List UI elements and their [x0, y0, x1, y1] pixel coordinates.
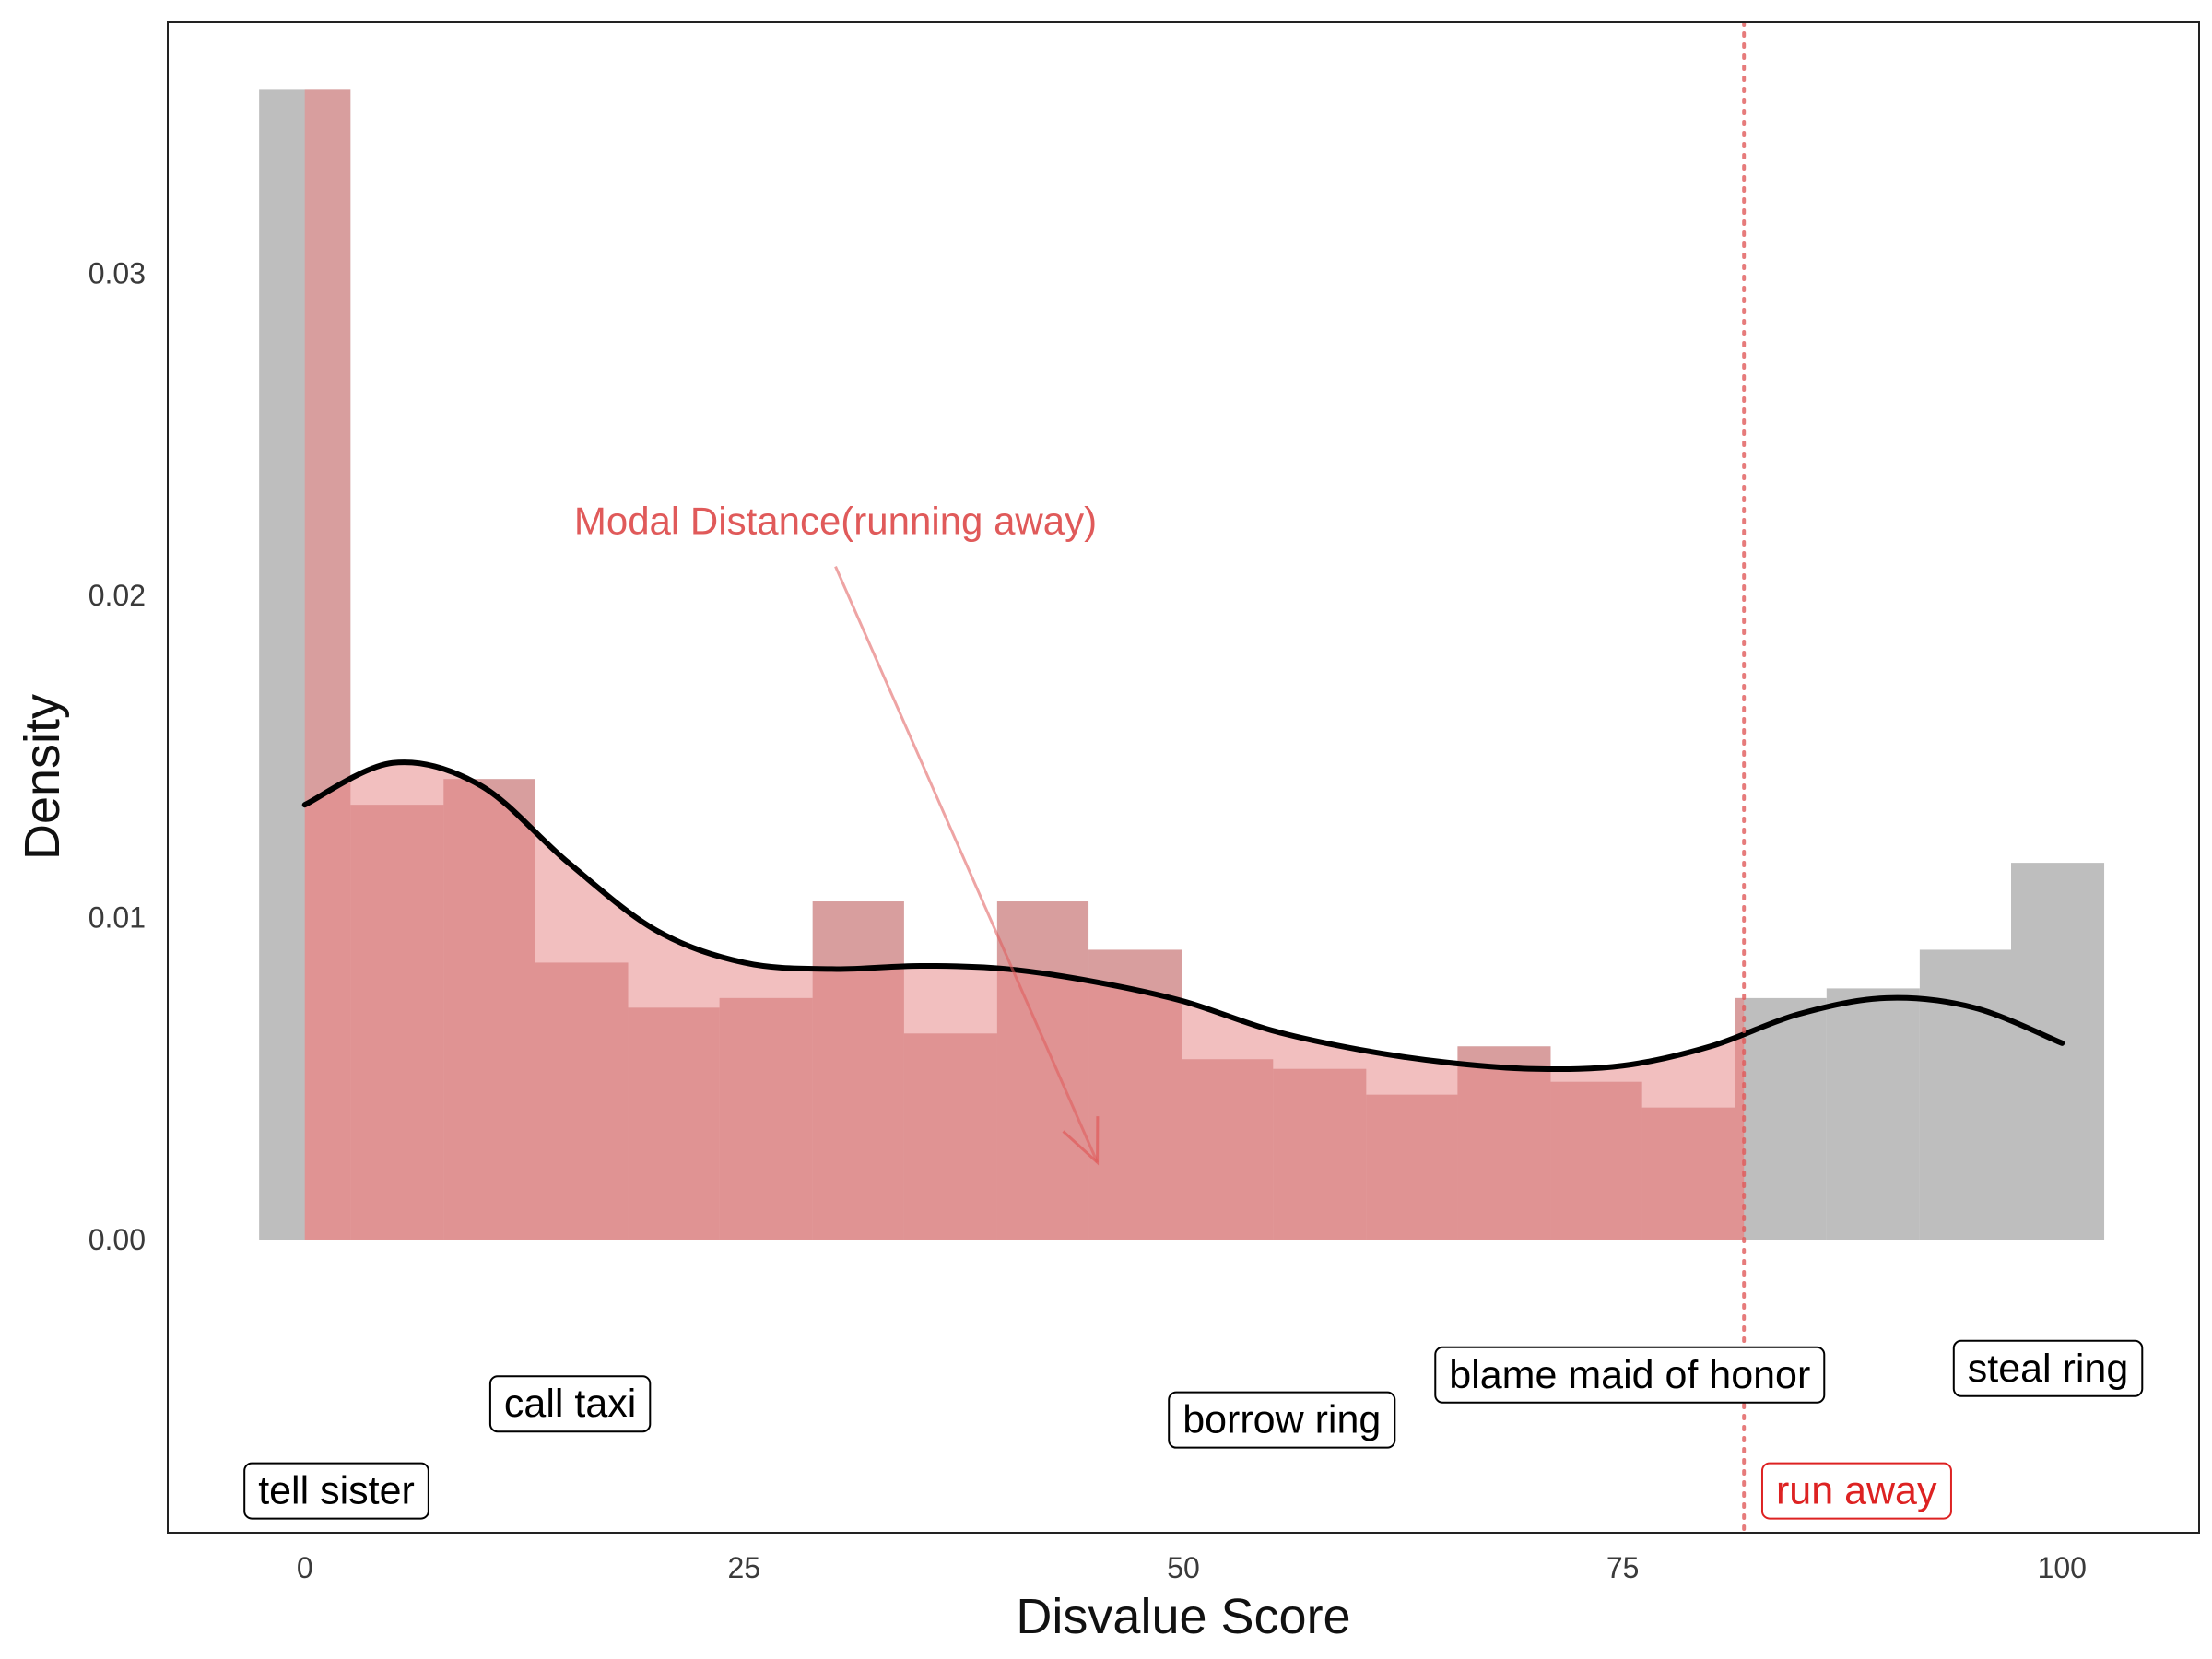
option-label-box — [1760, 1462, 1952, 1520]
y-tick-label: 0.02 — [88, 579, 146, 612]
y-axis-ticks: 0.00 0.01 0.02 0.03 — [88, 257, 146, 1256]
option-label-box — [1168, 1391, 1396, 1449]
option-label-text: tell sister — [258, 1469, 415, 1513]
density-curve — [301, 759, 2065, 1073]
density-area-beyond — [1744, 997, 2063, 1240]
option-label-text: borrow ring — [1182, 1398, 1381, 1442]
option-label-box — [1434, 1346, 1826, 1404]
annotation-layer: Modal Distance(running away) — [574, 500, 1100, 1166]
y-tick-label: 0.00 — [88, 1223, 146, 1256]
annotation-arrowhead — [1062, 1116, 1100, 1166]
option-label-0: tell sister — [243, 1462, 429, 1520]
x-axis-title: Disvalue Score — [1016, 1589, 1350, 1644]
annotation-arrow — [834, 565, 1099, 1163]
density-line-layer — [301, 759, 2065, 1073]
histogram-bar-16 — [1735, 997, 1827, 1240]
x-tick-label: 25 — [728, 1551, 761, 1584]
density-area-highlight — [304, 762, 1745, 1240]
option-label-box — [1952, 1339, 2144, 1397]
option-label-text: blame maid of honor — [1449, 1353, 1810, 1397]
annotation-label: Modal Distance(running away) — [574, 500, 1097, 543]
y-tick-label: 0.03 — [88, 257, 146, 290]
x-tick-label: 100 — [2038, 1551, 2087, 1584]
x-tick-label: 50 — [1167, 1551, 1200, 1584]
option-label-1: call taxi — [488, 1375, 652, 1433]
plot-background — [168, 22, 2199, 1533]
x-axis-ticks: 0 25 50 75 100 — [297, 1551, 2087, 1584]
option-label-2: borrow ring — [1168, 1391, 1396, 1449]
option-labels-layer: tell sister call taxi borrow ring blame mai… — [243, 1339, 2144, 1520]
x-tick-label: 0 — [297, 1551, 313, 1584]
option-label-box — [243, 1462, 429, 1520]
y-axis-title: Density — [15, 694, 70, 860]
option-label-text: run away — [1776, 1469, 1937, 1513]
option-label-5: run away — [1760, 1462, 1952, 1520]
option-label-text: call taxi — [504, 1382, 636, 1426]
density-area-layer — [304, 762, 2063, 1240]
option-label-4: steal ring — [1952, 1339, 2144, 1397]
option-label-box — [488, 1375, 652, 1433]
option-label-text: steal ring — [1968, 1347, 2128, 1391]
y-tick-label: 0.01 — [88, 901, 146, 935]
histogram-bar-17 — [1826, 988, 1920, 1240]
histogram-bar-19 — [2010, 863, 2105, 1240]
plot-border — [167, 21, 2200, 1534]
option-label-3: blame maid of honor — [1434, 1346, 1826, 1404]
x-tick-label: 75 — [1606, 1551, 1640, 1584]
